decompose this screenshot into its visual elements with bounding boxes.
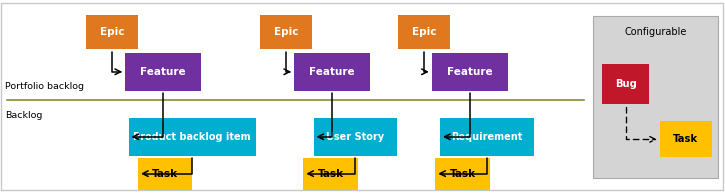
FancyBboxPatch shape (138, 158, 193, 190)
FancyBboxPatch shape (435, 158, 490, 190)
Text: Portfolio backlog: Portfolio backlog (5, 82, 84, 91)
Text: Epic: Epic (412, 27, 436, 37)
FancyBboxPatch shape (431, 53, 508, 91)
FancyBboxPatch shape (129, 118, 256, 156)
FancyBboxPatch shape (303, 158, 358, 190)
Text: Epic: Epic (100, 27, 125, 37)
Text: Backlog: Backlog (5, 111, 43, 120)
FancyBboxPatch shape (602, 64, 649, 104)
Text: Feature: Feature (447, 67, 492, 77)
FancyBboxPatch shape (86, 15, 138, 49)
Text: Bug: Bug (615, 79, 637, 89)
Text: Requirement: Requirement (452, 132, 523, 142)
Text: Feature: Feature (310, 67, 355, 77)
FancyBboxPatch shape (440, 118, 534, 156)
Text: Epic: Epic (274, 27, 299, 37)
Text: Configurable: Configurable (624, 27, 687, 37)
FancyBboxPatch shape (398, 15, 450, 49)
FancyBboxPatch shape (313, 118, 397, 156)
FancyBboxPatch shape (260, 15, 312, 49)
FancyBboxPatch shape (1, 3, 723, 190)
Text: Feature: Feature (141, 67, 186, 77)
Text: Product backlog item: Product backlog item (133, 132, 251, 142)
Text: Task: Task (152, 169, 178, 179)
FancyBboxPatch shape (294, 53, 370, 91)
FancyBboxPatch shape (125, 53, 202, 91)
Text: Task: Task (674, 134, 698, 144)
Text: Task: Task (318, 169, 344, 179)
Text: User Story: User Story (326, 132, 384, 142)
FancyBboxPatch shape (660, 121, 712, 157)
Text: Task: Task (450, 169, 476, 179)
FancyBboxPatch shape (593, 16, 718, 178)
